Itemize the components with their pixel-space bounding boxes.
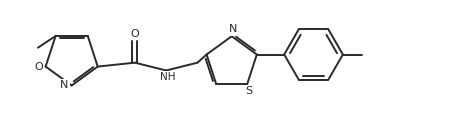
- Text: NH: NH: [160, 72, 176, 82]
- Text: O: O: [34, 62, 43, 72]
- Text: N: N: [60, 81, 69, 90]
- Text: N: N: [228, 24, 237, 34]
- Text: O: O: [131, 29, 139, 39]
- Text: S: S: [246, 86, 253, 96]
